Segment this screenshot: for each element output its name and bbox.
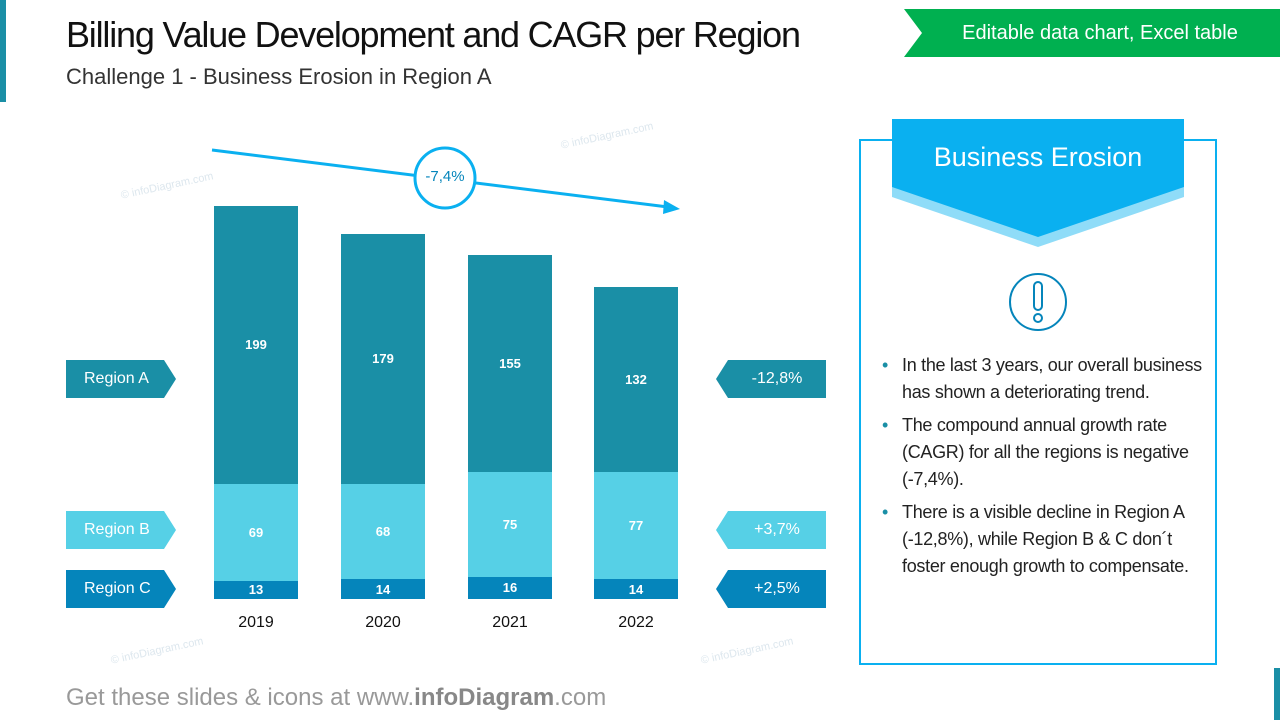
x-tick-label: 2022 bbox=[618, 614, 654, 631]
data-label: 179 bbox=[372, 351, 394, 367]
cagr-region-b: +3,7% bbox=[716, 511, 826, 549]
bar-segment-region-c: 16 bbox=[468, 576, 552, 599]
data-label: 75 bbox=[502, 516, 518, 532]
bar-segment-region-c: 14 bbox=[341, 579, 425, 599]
bar-segment-region-b: 69 bbox=[214, 484, 298, 581]
bullet-item: The compound annual growth rate (CAGR) f… bbox=[880, 412, 1210, 493]
data-label: 16 bbox=[502, 580, 518, 596]
legend-region-b: Region B bbox=[66, 511, 176, 549]
page-subtitle: Challenge 1 - Business Erosion in Region… bbox=[66, 64, 492, 89]
editable-badge: Editable data chart, Excel table bbox=[904, 9, 1280, 57]
arrow-head-icon bbox=[663, 200, 680, 214]
badge-label: Editable data chart, Excel table bbox=[962, 21, 1238, 44]
cagr-label: +2,5% bbox=[754, 580, 800, 597]
data-label: 68 bbox=[375, 524, 391, 540]
bar-segment-region-a: 132 bbox=[594, 286, 678, 472]
legend-region-a: Region A bbox=[66, 360, 176, 398]
x-tick-label: 2020 bbox=[365, 614, 401, 631]
data-label: 14 bbox=[375, 581, 391, 597]
data-label: 155 bbox=[499, 355, 521, 371]
cagr-region-a: -12,8% bbox=[716, 360, 826, 398]
cagr-label: -12,8% bbox=[751, 370, 803, 387]
footer: Get these slides & icons at www.infoDiag… bbox=[66, 684, 606, 712]
bar-segment-region-b: 75 bbox=[468, 471, 552, 577]
trend-arrow bbox=[211, 146, 680, 214]
exclamation-icon bbox=[1009, 273, 1067, 331]
bar-segment-region-a: 179 bbox=[341, 233, 425, 485]
cagr-circle bbox=[413, 146, 477, 210]
data-label: 69 bbox=[248, 524, 264, 540]
data-label: 13 bbox=[248, 582, 264, 598]
footer-brand: infoDiagram bbox=[414, 684, 555, 711]
total-cagr-label: -7,4% bbox=[425, 168, 465, 185]
bullet-item: There is a visible decline in Region A (… bbox=[880, 499, 1210, 580]
bar-segment-region-a: 155 bbox=[468, 254, 552, 472]
legend-label: Region B bbox=[84, 521, 150, 538]
legend-region-c: Region C bbox=[66, 570, 176, 608]
data-label: 14 bbox=[628, 581, 644, 597]
page-title: Billing Value Development and CAGR per R… bbox=[66, 14, 801, 55]
footer-text: Get these slides & icons at www. bbox=[66, 684, 415, 711]
stacked-bar-chart: 13 69 199 2019 14 68 179 2020 16 75 155 2021 14 77 132… bbox=[214, 205, 678, 631]
legend-label: Region C bbox=[84, 580, 151, 597]
accent-bar bbox=[0, 0, 6, 102]
x-tick-label: 2019 bbox=[238, 614, 274, 631]
cagr-region-c: +2,5% bbox=[716, 570, 826, 608]
accent-bar bbox=[1274, 668, 1280, 720]
legend-label: Region A bbox=[84, 370, 149, 387]
bullet-item: In the last 3 years, our overall busines… bbox=[880, 352, 1210, 406]
bar-segment-region-a: 199 bbox=[214, 205, 298, 485]
panel-header-banner bbox=[892, 119, 1184, 247]
x-tick-label: 2021 bbox=[492, 614, 528, 631]
panel-bullets: In the last 3 years, our overall busines… bbox=[880, 352, 1210, 586]
bar-segment-region-c: 14 bbox=[594, 579, 678, 599]
bar-segment-region-b: 68 bbox=[341, 484, 425, 580]
panel-title: Business Erosion bbox=[933, 142, 1143, 172]
cagr-label: +3,7% bbox=[754, 521, 800, 538]
footer-text: .com bbox=[554, 684, 607, 711]
data-label: 132 bbox=[625, 371, 647, 387]
bar-segment-region-c: 13 bbox=[214, 580, 298, 599]
bar-segment-region-b: 77 bbox=[594, 471, 678, 580]
data-label: 77 bbox=[628, 517, 644, 533]
data-label: 199 bbox=[245, 337, 267, 353]
